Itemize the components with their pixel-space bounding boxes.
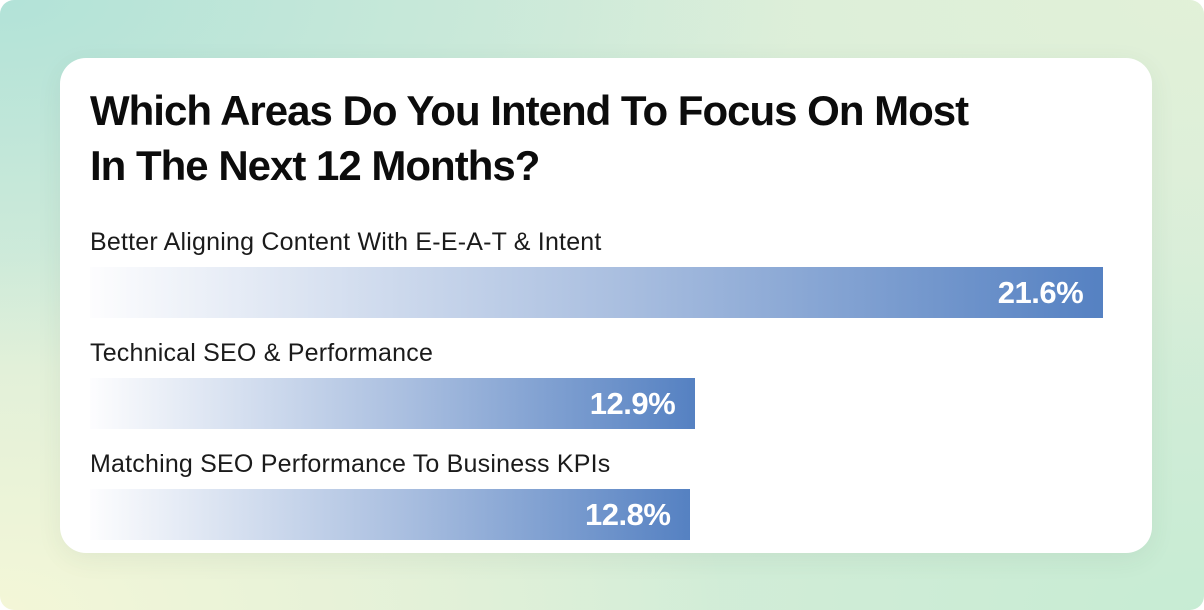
bar-track: 21.6% bbox=[90, 267, 1122, 318]
chart-title-line-2: In The Next 12 Months? bbox=[90, 142, 540, 189]
bar-category-label: Technical SEO & Performance bbox=[90, 339, 434, 367]
bar: 21.6% bbox=[90, 267, 1104, 318]
bar: 12.8% bbox=[90, 489, 691, 540]
bar-category-label: Matching SEO Performance To Business KPI… bbox=[90, 450, 611, 478]
bar: 12.9% bbox=[90, 378, 696, 429]
bar-track: 12.9% bbox=[90, 378, 1122, 429]
bar-value-label: 12.8% bbox=[585, 496, 671, 532]
chart-title-line-1: Which Areas Do You Intend To Focus On Mo… bbox=[90, 87, 969, 134]
bar-value-label: 12.9% bbox=[589, 385, 676, 421]
bar-chart: Better Aligning Content With E-E-A-T & I… bbox=[90, 227, 1122, 540]
bar-value-label: 21.6% bbox=[997, 274, 1084, 310]
bar-row: Matching SEO Performance To Business KPI… bbox=[90, 449, 1122, 540]
bar-row: Technical SEO & Performance 12.9% bbox=[90, 338, 1122, 429]
chart-card: Which Areas Do You Intend To Focus On Mo… bbox=[60, 58, 1152, 553]
chart-title: Which Areas Do You Intend To Focus On Mo… bbox=[90, 83, 1122, 193]
bar-track: 12.8% bbox=[90, 489, 1122, 540]
bar-category-label: Better Aligning Content With E-E-A-T & I… bbox=[90, 228, 602, 256]
bar-row: Better Aligning Content With E-E-A-T & I… bbox=[90, 227, 1122, 318]
